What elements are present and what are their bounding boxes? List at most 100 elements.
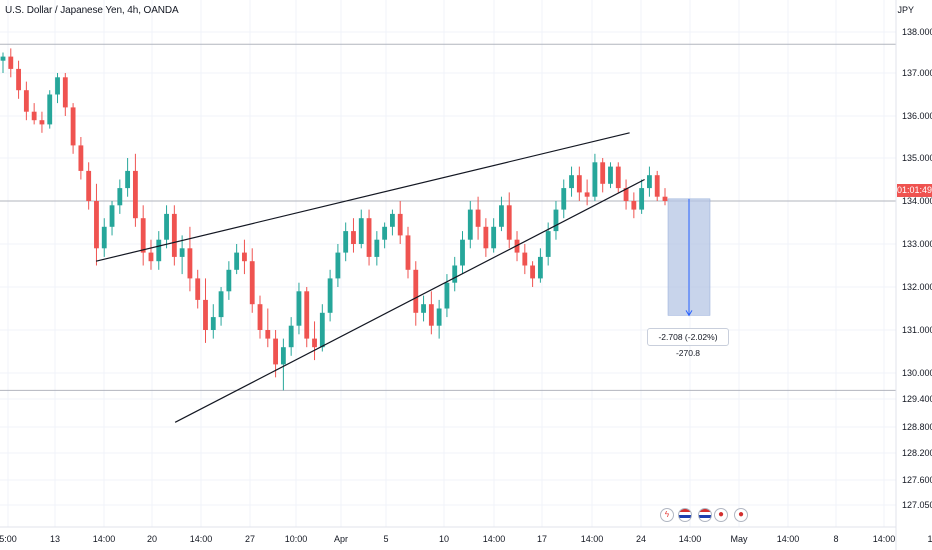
candle bbox=[171, 205, 177, 266]
candle bbox=[249, 248, 255, 313]
us-flag-icon[interactable] bbox=[678, 508, 692, 522]
candles bbox=[0, 48, 668, 391]
horizontal-lines bbox=[0, 43, 896, 391]
candle bbox=[600, 158, 606, 193]
us-flag-icon[interactable] bbox=[698, 508, 712, 522]
candle bbox=[460, 231, 465, 275]
candle bbox=[203, 278, 208, 343]
y-tick-label: 134.000 bbox=[902, 196, 932, 206]
candle-body bbox=[47, 94, 53, 125]
candle bbox=[319, 304, 325, 352]
trendlines[interactable] bbox=[95, 132, 645, 423]
candle bbox=[576, 166, 582, 201]
candle-body bbox=[304, 291, 310, 339]
candle-body bbox=[86, 170, 92, 201]
candle bbox=[421, 295, 426, 322]
candle-body bbox=[265, 330, 271, 339]
candle-body bbox=[421, 304, 426, 313]
candle-body bbox=[234, 252, 240, 270]
candle-body bbox=[405, 235, 411, 270]
japan-flag-icon[interactable]: ● bbox=[714, 508, 728, 522]
candle-body bbox=[109, 205, 115, 227]
price-range-measure[interactable] bbox=[667, 198, 711, 317]
candle bbox=[561, 179, 567, 219]
candle-body bbox=[358, 218, 364, 244]
x-tick-label: Apr bbox=[334, 534, 348, 544]
candle bbox=[132, 153, 138, 227]
candle bbox=[187, 226, 193, 292]
time-axis[interactable]: 5:00 13 14:00 20 14:00 27 10:00 Apr 5 10 14:00 17 14… bbox=[0, 534, 932, 544]
candle bbox=[8, 48, 14, 78]
candle-body bbox=[475, 209, 481, 227]
candle bbox=[78, 137, 84, 180]
japan-flag-icon[interactable]: ● bbox=[734, 508, 748, 522]
x-tick-label: 20 bbox=[147, 534, 157, 544]
candle bbox=[483, 218, 489, 257]
x-tick-label: 14:00 bbox=[190, 534, 213, 544]
candle bbox=[436, 299, 442, 339]
candle-body bbox=[561, 188, 567, 210]
candle bbox=[467, 201, 473, 249]
candle-body bbox=[16, 68, 21, 91]
candle-body bbox=[132, 170, 138, 219]
candle bbox=[273, 330, 279, 378]
candle-body bbox=[179, 248, 185, 257]
candle-body bbox=[639, 188, 645, 210]
y-tick-label: 128.800 bbox=[902, 422, 932, 432]
candle bbox=[405, 226, 411, 279]
y-tick-label: 135.000 bbox=[902, 153, 932, 163]
candle-body bbox=[148, 252, 154, 262]
candle-body bbox=[615, 166, 621, 189]
candle-body bbox=[382, 226, 388, 240]
candle bbox=[62, 73, 68, 116]
candle-body bbox=[483, 226, 489, 249]
lightning-icon[interactable]: ϟ bbox=[660, 508, 674, 522]
candle-body bbox=[584, 192, 590, 197]
y-tick-label: 138.000 bbox=[902, 27, 932, 37]
candle-body bbox=[31, 111, 37, 121]
candle bbox=[491, 218, 497, 253]
candle-body bbox=[140, 218, 146, 253]
candle-body bbox=[101, 226, 107, 249]
candle bbox=[358, 209, 364, 249]
candle-body bbox=[218, 291, 224, 318]
y-tick-label: 127.050 bbox=[902, 500, 932, 510]
candle-body bbox=[491, 226, 497, 249]
y-tick-label: 132.000 bbox=[902, 282, 932, 292]
candle-body bbox=[164, 213, 169, 240]
candle-body bbox=[156, 239, 162, 262]
candle-body bbox=[522, 252, 528, 266]
candle-body bbox=[499, 205, 504, 227]
candle bbox=[312, 321, 317, 361]
candle bbox=[117, 179, 123, 214]
x-tick-label: May bbox=[730, 534, 748, 544]
candle-body bbox=[374, 239, 380, 257]
candle bbox=[662, 188, 668, 206]
price-axis[interactable]: 138.000 137.000 136.000 135.000 134.000 133.0… bbox=[902, 27, 932, 510]
trendline-lower bbox=[174, 178, 645, 423]
candle-body bbox=[452, 265, 458, 283]
candle-body bbox=[366, 218, 372, 257]
y-tick-label: 128.200 bbox=[902, 448, 932, 458]
candle-body bbox=[280, 347, 286, 365]
candle bbox=[389, 209, 395, 236]
candle bbox=[615, 162, 621, 193]
candle bbox=[584, 179, 590, 206]
candle-body bbox=[210, 317, 216, 330]
y-tick-label: 130.000 bbox=[902, 368, 932, 378]
candle-body bbox=[343, 231, 349, 253]
candle-body bbox=[94, 201, 99, 249]
candle-body bbox=[203, 299, 208, 330]
candle-body bbox=[8, 56, 14, 69]
candle bbox=[374, 231, 380, 266]
candle bbox=[475, 196, 481, 240]
y-tick-label: 131.000 bbox=[902, 325, 932, 335]
candle-body bbox=[319, 312, 325, 348]
candle bbox=[179, 235, 185, 275]
x-tick-label: 10:00 bbox=[285, 534, 308, 544]
candle-body bbox=[62, 77, 68, 108]
x-tick-label: 8 bbox=[833, 534, 838, 544]
candle-body bbox=[257, 304, 263, 330]
candle bbox=[23, 81, 29, 121]
